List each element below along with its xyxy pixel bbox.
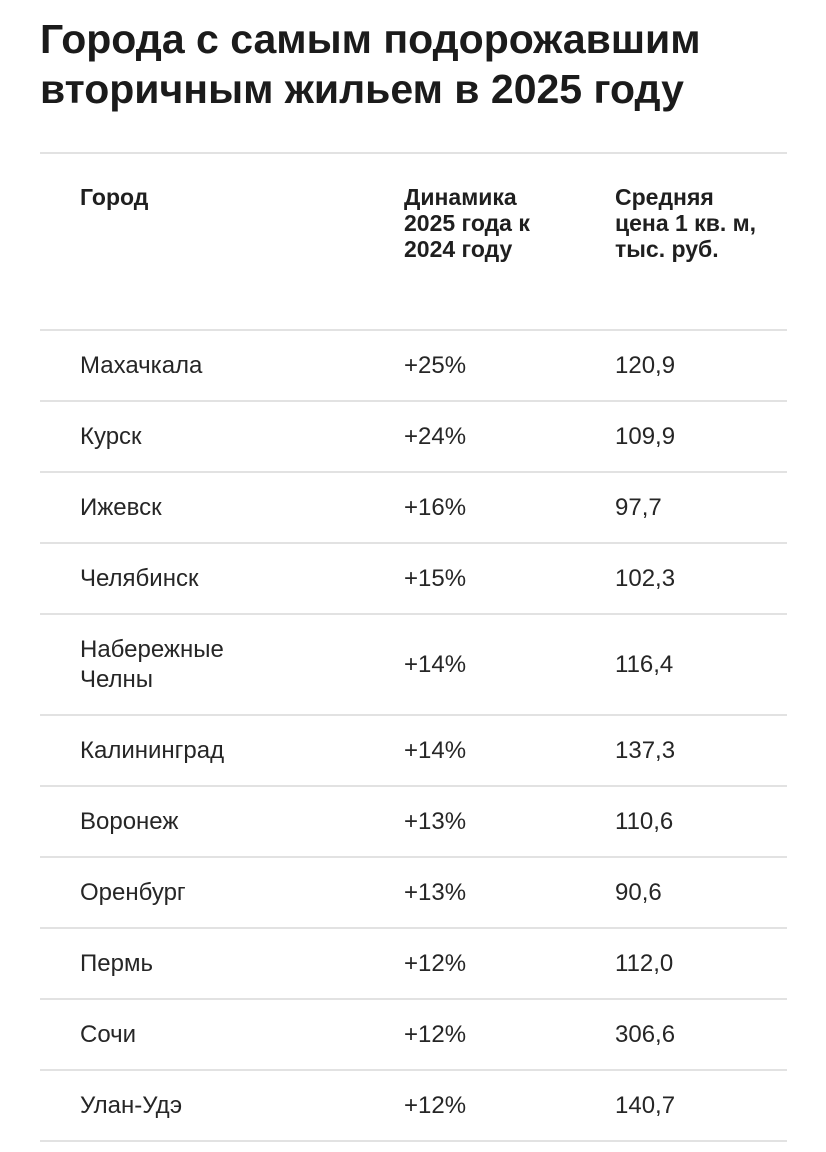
- cell-change: +14%: [404, 650, 467, 678]
- table-row: Улан-Удэ +12% 140,7: [40, 1071, 787, 1142]
- cell-price: 306,6: [615, 1020, 676, 1048]
- table-row: Воронеж +13% 110,6: [40, 787, 787, 858]
- table-row: Сочи +12% 306,6: [40, 1000, 787, 1071]
- cell-price: 140,7: [615, 1091, 676, 1119]
- cell-change: +25%: [404, 351, 467, 379]
- cell-price: 137,3: [615, 736, 676, 764]
- cell-change: +13%: [404, 807, 467, 835]
- cell-city: Воронеж: [80, 807, 179, 835]
- cell-city: Челябинск: [80, 564, 199, 592]
- cell-city: Пермь: [80, 949, 153, 977]
- table-row: Ижевск +16% 97,7: [40, 473, 787, 544]
- table-row: Курск +24% 109,9: [40, 402, 787, 473]
- cell-price: 120,9: [615, 351, 676, 379]
- table-row: Пермь +12% 112,0: [40, 929, 787, 1000]
- page-title: Города с самым подорожавшим вторичным жи…: [40, 16, 701, 112]
- cell-city: Сочи: [80, 1020, 137, 1048]
- cell-price: 112,0: [615, 949, 674, 977]
- header-price: Средняя цена 1 кв. м, тыс. руб.: [615, 184, 757, 262]
- table-row: Махачкала +25% 120,9: [40, 331, 787, 402]
- cell-change: +12%: [404, 1020, 467, 1048]
- cell-price: 97,7: [615, 493, 662, 521]
- table-row: Оренбург +13% 90,6: [40, 858, 787, 929]
- cell-city: Курск: [80, 422, 142, 450]
- cell-change: +13%: [404, 878, 467, 906]
- cell-price: 102,3: [615, 564, 676, 592]
- cell-city: Ижевск: [80, 493, 162, 521]
- cell-price: 109,9: [615, 422, 676, 450]
- table-row: Челябинск +15% 102,3: [40, 544, 787, 615]
- cell-city: Оренбург: [80, 878, 186, 906]
- cell-city: Набережные Челны: [80, 635, 224, 693]
- cell-price: 90,6: [615, 878, 662, 906]
- cell-price: 110,6: [615, 807, 674, 835]
- table-row: Калининград +14% 137,3: [40, 716, 787, 787]
- header-change: Динамика 2025 года к 2024 году: [404, 184, 530, 262]
- cell-city: Махачкала: [80, 351, 203, 379]
- cell-change: +12%: [404, 1091, 467, 1119]
- table-row: Набережные Челны +14% 116,4: [40, 615, 787, 716]
- cell-change: +24%: [404, 422, 467, 450]
- table-header-row: Город Динамика 2025 года к 2024 году Сре…: [40, 154, 787, 331]
- cell-price: 116,4: [615, 650, 674, 678]
- header-city: Город: [80, 184, 149, 210]
- cell-change: +16%: [404, 493, 467, 521]
- cell-city: Калининград: [80, 736, 225, 764]
- cell-change: +15%: [404, 564, 467, 592]
- cell-city: Улан-Удэ: [80, 1091, 183, 1119]
- cell-change: +12%: [404, 949, 467, 977]
- data-table: Город Динамика 2025 года к 2024 году Сре…: [40, 152, 787, 1142]
- cell-change: +14%: [404, 736, 467, 764]
